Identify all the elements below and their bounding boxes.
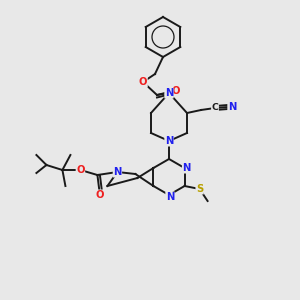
Text: O: O — [139, 77, 147, 87]
Text: N: N — [228, 102, 236, 112]
Text: N: N — [165, 136, 173, 146]
Text: N: N — [166, 192, 174, 202]
Text: O: O — [95, 190, 104, 200]
Text: O: O — [76, 165, 85, 175]
Text: C: C — [212, 103, 218, 112]
Text: O: O — [172, 86, 180, 96]
Text: S: S — [196, 184, 203, 194]
Text: N: N — [182, 163, 191, 173]
Text: N: N — [113, 167, 122, 177]
Text: N: N — [165, 88, 173, 98]
